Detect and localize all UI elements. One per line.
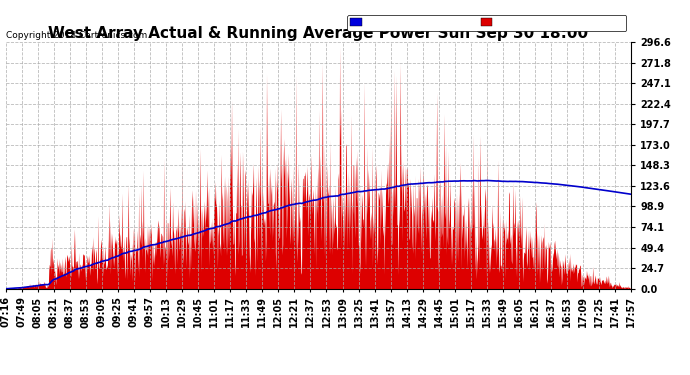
Text: Copyright 2018 Cartronics.com: Copyright 2018 Cartronics.com xyxy=(6,30,147,39)
Title: West Array Actual & Running Average Power Sun Sep 30 18:00: West Array Actual & Running Average Powe… xyxy=(48,26,589,41)
Legend: Average (DC Watts), West Array (DC Watts): Average (DC Watts), West Array (DC Watts… xyxy=(347,15,627,31)
